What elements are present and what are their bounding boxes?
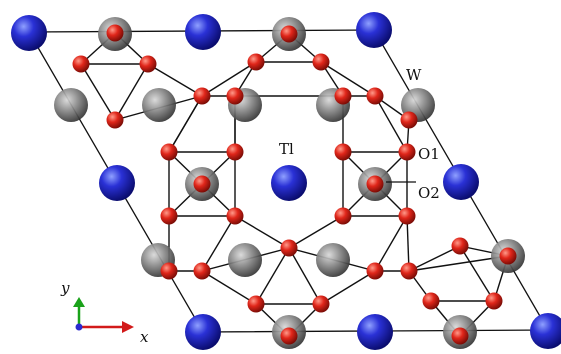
bond <box>80 63 116 121</box>
o-atom <box>280 239 298 257</box>
tl-atom <box>11 15 47 51</box>
tl-atom <box>185 14 221 50</box>
o-atom <box>139 55 157 73</box>
o-atom <box>280 25 298 43</box>
bond <box>201 215 236 272</box>
o-atom <box>312 53 330 71</box>
tl-atom <box>356 12 392 48</box>
w-label: W <box>406 66 422 84</box>
axis-indicator: y x <box>60 279 149 346</box>
o-atom <box>400 111 418 129</box>
bond <box>168 95 203 153</box>
o-atom <box>366 262 384 280</box>
o1-label: O1 <box>418 145 440 163</box>
o-atom <box>366 87 384 105</box>
o-atom-layer <box>72 24 517 345</box>
o-atom <box>72 55 90 73</box>
o-atom <box>193 262 211 280</box>
o-atom <box>312 295 330 313</box>
o-atom <box>499 247 517 265</box>
bond <box>114 63 149 121</box>
tl-atom <box>530 313 561 349</box>
bond <box>255 247 290 305</box>
x-axis-arrowhead <box>122 321 134 333</box>
bond <box>288 247 322 305</box>
o-atom <box>160 143 178 161</box>
axis-origin-dot <box>75 323 83 331</box>
o-atom <box>106 24 124 42</box>
o-atom <box>485 292 503 310</box>
bond <box>374 215 408 272</box>
o2-label: O2 <box>418 184 440 202</box>
o-atom <box>106 111 124 129</box>
tl-atom <box>357 314 393 350</box>
bond <box>201 270 257 305</box>
w-atom <box>142 88 176 122</box>
o-atom <box>247 295 265 313</box>
x-axis-label: x <box>140 328 149 346</box>
tl-atom <box>271 165 307 201</box>
o-atom <box>193 87 211 105</box>
o-atom <box>451 327 469 345</box>
o-atom <box>226 207 244 225</box>
o-atom <box>398 143 416 161</box>
bond <box>234 215 290 249</box>
o-atom <box>226 87 244 105</box>
o-atom <box>226 143 244 161</box>
o-atom <box>366 175 384 193</box>
bond <box>201 61 257 97</box>
o-atom <box>160 207 178 225</box>
o-atom <box>400 262 418 280</box>
y-axis-label: y <box>60 279 70 297</box>
o-atom <box>334 207 352 225</box>
bond <box>459 245 495 302</box>
o-atom <box>422 292 440 310</box>
w-atom <box>316 243 350 277</box>
o-atom <box>280 327 298 345</box>
o-atom <box>451 237 469 255</box>
bond <box>408 245 461 272</box>
tl-atom-layer <box>11 12 561 350</box>
w-atom <box>54 88 88 122</box>
bond <box>288 215 344 249</box>
bond <box>406 215 410 272</box>
tl-label: Tl <box>279 140 294 158</box>
bond <box>374 95 408 153</box>
o-atom <box>398 207 416 225</box>
tl-atom <box>99 165 135 201</box>
o-atom <box>334 87 352 105</box>
bond <box>320 61 376 97</box>
y-axis-arrowhead <box>73 297 85 307</box>
o-atom <box>334 143 352 161</box>
o-atom <box>193 175 211 193</box>
bond <box>320 270 376 305</box>
bond <box>147 63 203 97</box>
o-atom <box>160 262 178 280</box>
o-atom <box>247 53 265 71</box>
tl-atom <box>185 314 221 350</box>
w-atom <box>228 243 262 277</box>
tl-atom <box>443 164 479 200</box>
